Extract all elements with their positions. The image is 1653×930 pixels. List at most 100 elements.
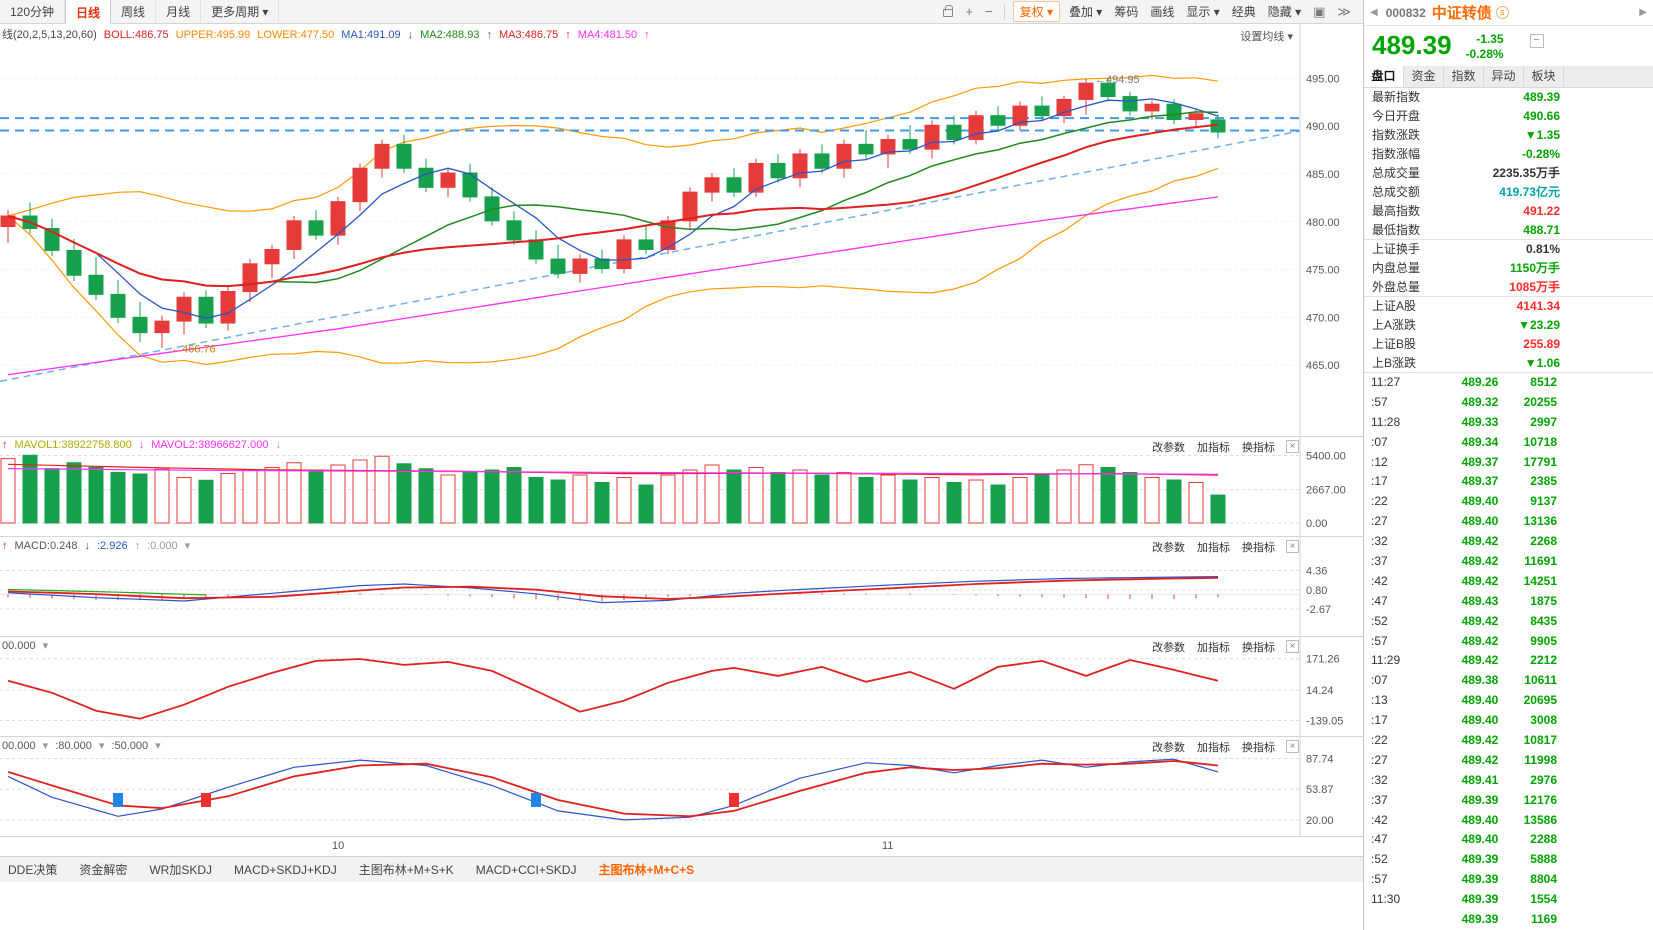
quote-tab[interactable]: 异动 xyxy=(1484,66,1524,87)
chart-area: 120分钟 日线 周线 月线 更多周期 ▾ + − 复权 ▾ 叠加 ▾ 筹码 画线 显示 ▾ 经典… xyxy=(0,0,1363,882)
pane-action-button[interactable]: 换指标 xyxy=(1242,742,1275,754)
indicator-value: ↑ xyxy=(486,29,492,41)
tool-button[interactable]: 筹码 xyxy=(1114,5,1139,19)
tick-volume: 10817 xyxy=(1523,733,1557,748)
prev-stock-button[interactable]: ◀ xyxy=(1370,7,1378,18)
signal-marker xyxy=(729,792,739,807)
tool-button[interactable]: 叠加 ▾ xyxy=(1068,5,1103,19)
indicator-value: ↑ xyxy=(134,540,141,552)
pane-action-button[interactable]: 改参数 xyxy=(1152,542,1185,554)
zoom-in-button[interactable]: + xyxy=(965,4,974,19)
tick-time: :57 xyxy=(1371,394,1388,409)
field-value: 1150万手 xyxy=(1509,261,1560,275)
tick-row: 11:30 489.39 1554 xyxy=(1364,890,1653,910)
fullscreen-icon[interactable]: ▣ xyxy=(1313,3,1326,19)
pane-close-button[interactable]: × xyxy=(1286,440,1299,453)
tick-price: 489.39 xyxy=(1461,912,1499,927)
field-label: 上A涨跌 xyxy=(1372,318,1417,332)
quote-tab[interactable]: 指数 xyxy=(1444,66,1484,87)
indicator-template-tab[interactable]: WR加SKDJ xyxy=(149,863,213,877)
period-tab[interactable]: 更多周期 ▾ xyxy=(201,0,280,24)
quote-field-row: 总成交额 419.73亿元 xyxy=(1364,183,1653,202)
svg-text:475.00: 475.00 xyxy=(1306,265,1340,277)
tick-time: :13 xyxy=(1371,693,1388,708)
pane-action-button[interactable]: 改参数 xyxy=(1152,742,1185,754)
pane-close-button[interactable]: × xyxy=(1286,540,1299,553)
tick-time: :07 xyxy=(1371,434,1388,449)
lock-icon[interactable] xyxy=(943,4,954,17)
tick-price: 489.39 xyxy=(1461,852,1499,867)
field-value: 488.71 xyxy=(1523,223,1560,237)
x-axis-month-label: 10 xyxy=(332,840,345,852)
skdj-chart: 87.74 53.87 20.00 xyxy=(0,737,1334,836)
indicator-template-tab[interactable]: 资金解密 xyxy=(79,863,128,877)
tool-button[interactable]: 复权 ▾ xyxy=(1012,1,1060,22)
macd-pane[interactable]: 4.36 0.80 -2.67 ↑ MACD:0.248 ↓:2.926 ↑:0.000 ▾… xyxy=(0,536,1363,636)
volume-pane[interactable]: 5400.00 2667.00 0.00 ↑ MAVOL1:38922758.800 ↓… xyxy=(0,436,1363,536)
tool-button[interactable]: 经典 xyxy=(1231,5,1256,19)
tick-time xyxy=(1371,910,1415,930)
field-value: ▼1.06 xyxy=(1524,356,1560,370)
zoom-out-button[interactable]: − xyxy=(985,4,993,19)
quote-tab[interactable]: 板块 xyxy=(1524,66,1564,87)
indicator-value: LOWER:477.50 xyxy=(257,29,335,41)
period-tab[interactable]: 月线 xyxy=(156,0,202,24)
tick-price: 489.37 xyxy=(1461,454,1499,469)
period-tab[interactable]: 周线 xyxy=(111,0,157,24)
svg-text:495.00: 495.00 xyxy=(1306,73,1340,85)
pane-action-button[interactable]: 改参数 xyxy=(1152,642,1185,654)
indicator-template-tab[interactable]: MACD+CCI+SKDJ xyxy=(475,862,577,877)
tick-time: :47 xyxy=(1371,593,1388,608)
field-label: 上证换手 xyxy=(1372,242,1421,256)
pane-action-button[interactable]: 改参数 xyxy=(1152,442,1185,454)
quote-tab[interactable]: 资金 xyxy=(1404,66,1444,87)
tick-price: 489.42 xyxy=(1461,534,1499,549)
tick-price: 489.42 xyxy=(1461,633,1499,648)
tool-button[interactable]: 显示 ▾ xyxy=(1186,5,1220,19)
pane-close-button[interactable]: × xyxy=(1286,640,1299,653)
indicator-value: MA2:488.93 xyxy=(420,29,480,41)
quote-tab[interactable]: 盘口 xyxy=(1364,66,1404,87)
tick-row: 11:29 489.42 2212 xyxy=(1364,651,1653,671)
pane-action-button[interactable]: 换指标 xyxy=(1242,642,1275,654)
main-candlestick-pane[interactable]: 495.00 490.00 485.00 480.00 475.00 470.00 465.… xyxy=(0,24,1363,436)
svg-text:-2.67: -2.67 xyxy=(1306,604,1331,616)
pane-action-button[interactable]: 换指标 xyxy=(1242,542,1275,554)
period-tab[interactable]: 日线 xyxy=(65,0,112,25)
collapse-panel-button[interactable]: − xyxy=(1529,34,1544,48)
field-label: 上证B股 xyxy=(1372,337,1417,351)
period-tab[interactable]: 120分钟 xyxy=(0,0,66,24)
tool-button[interactable]: 画线 xyxy=(1150,5,1175,19)
tick-price: 489.42 xyxy=(1461,573,1499,588)
pane-close-button[interactable]: × xyxy=(1286,740,1299,753)
volume-chart: 5400.00 2667.00 0.00 xyxy=(0,437,1346,536)
tick-time: :32 xyxy=(1371,772,1388,787)
skdj-pane[interactable]: 87.74 53.87 20.00 00.000 ▾:80.000 ▾:50.000 ▾ … xyxy=(0,736,1363,836)
tick-time: :12 xyxy=(1371,454,1388,469)
ma-settings-button[interactable]: 设置均线 ▾ xyxy=(1240,31,1293,43)
quote-field-row: 今日开盘 490.66 xyxy=(1364,107,1653,126)
price-annotation: ←466.76 xyxy=(171,343,216,355)
pane-action-button[interactable]: 换指标 xyxy=(1242,442,1275,454)
cci-pane[interactable]: 171.26 14.24 -139.05 00.000 ▾ 改参数 加指标 换指标 × xyxy=(0,636,1363,736)
tick-list[interactable]: 11:27 489.26 8512:57 489.32 20255 11:28 489.33… xyxy=(1364,373,1653,930)
tick-volume: 2268 xyxy=(1530,534,1557,549)
indicator-value: ↑ xyxy=(644,29,650,41)
pane-action-button[interactable]: 加指标 xyxy=(1197,442,1230,454)
tick-time: :52 xyxy=(1371,613,1388,628)
indicator-template-tab[interactable]: MACD+SKDJ+KDJ xyxy=(234,862,337,877)
indicator-template-tab[interactable]: 主图布林+M+S+K xyxy=(358,863,454,877)
tool-button[interactable]: 隐藏 ▾ xyxy=(1267,5,1302,19)
next-stock-button[interactable]: ▶ xyxy=(1639,7,1647,18)
indicator-template-tab[interactable]: DDE决策 xyxy=(8,863,58,877)
tick-volume: 10718 xyxy=(1523,434,1557,449)
pane-action-button[interactable]: 加指标 xyxy=(1197,742,1230,754)
quote-field-row: 上证A股 4141.34 xyxy=(1364,297,1653,316)
tick-volume: 1875 xyxy=(1530,593,1557,608)
indicator-template-tab[interactable]: 主图布林+M+C+S xyxy=(598,863,695,877)
pane-action-button[interactable]: 加指标 xyxy=(1197,642,1230,654)
pane-action-button[interactable]: 加指标 xyxy=(1197,542,1230,554)
tick-volume: 12176 xyxy=(1523,792,1557,807)
tick-volume: 1169 xyxy=(1530,912,1557,927)
hide-panel-icon[interactable]: ≫ xyxy=(1337,3,1351,19)
